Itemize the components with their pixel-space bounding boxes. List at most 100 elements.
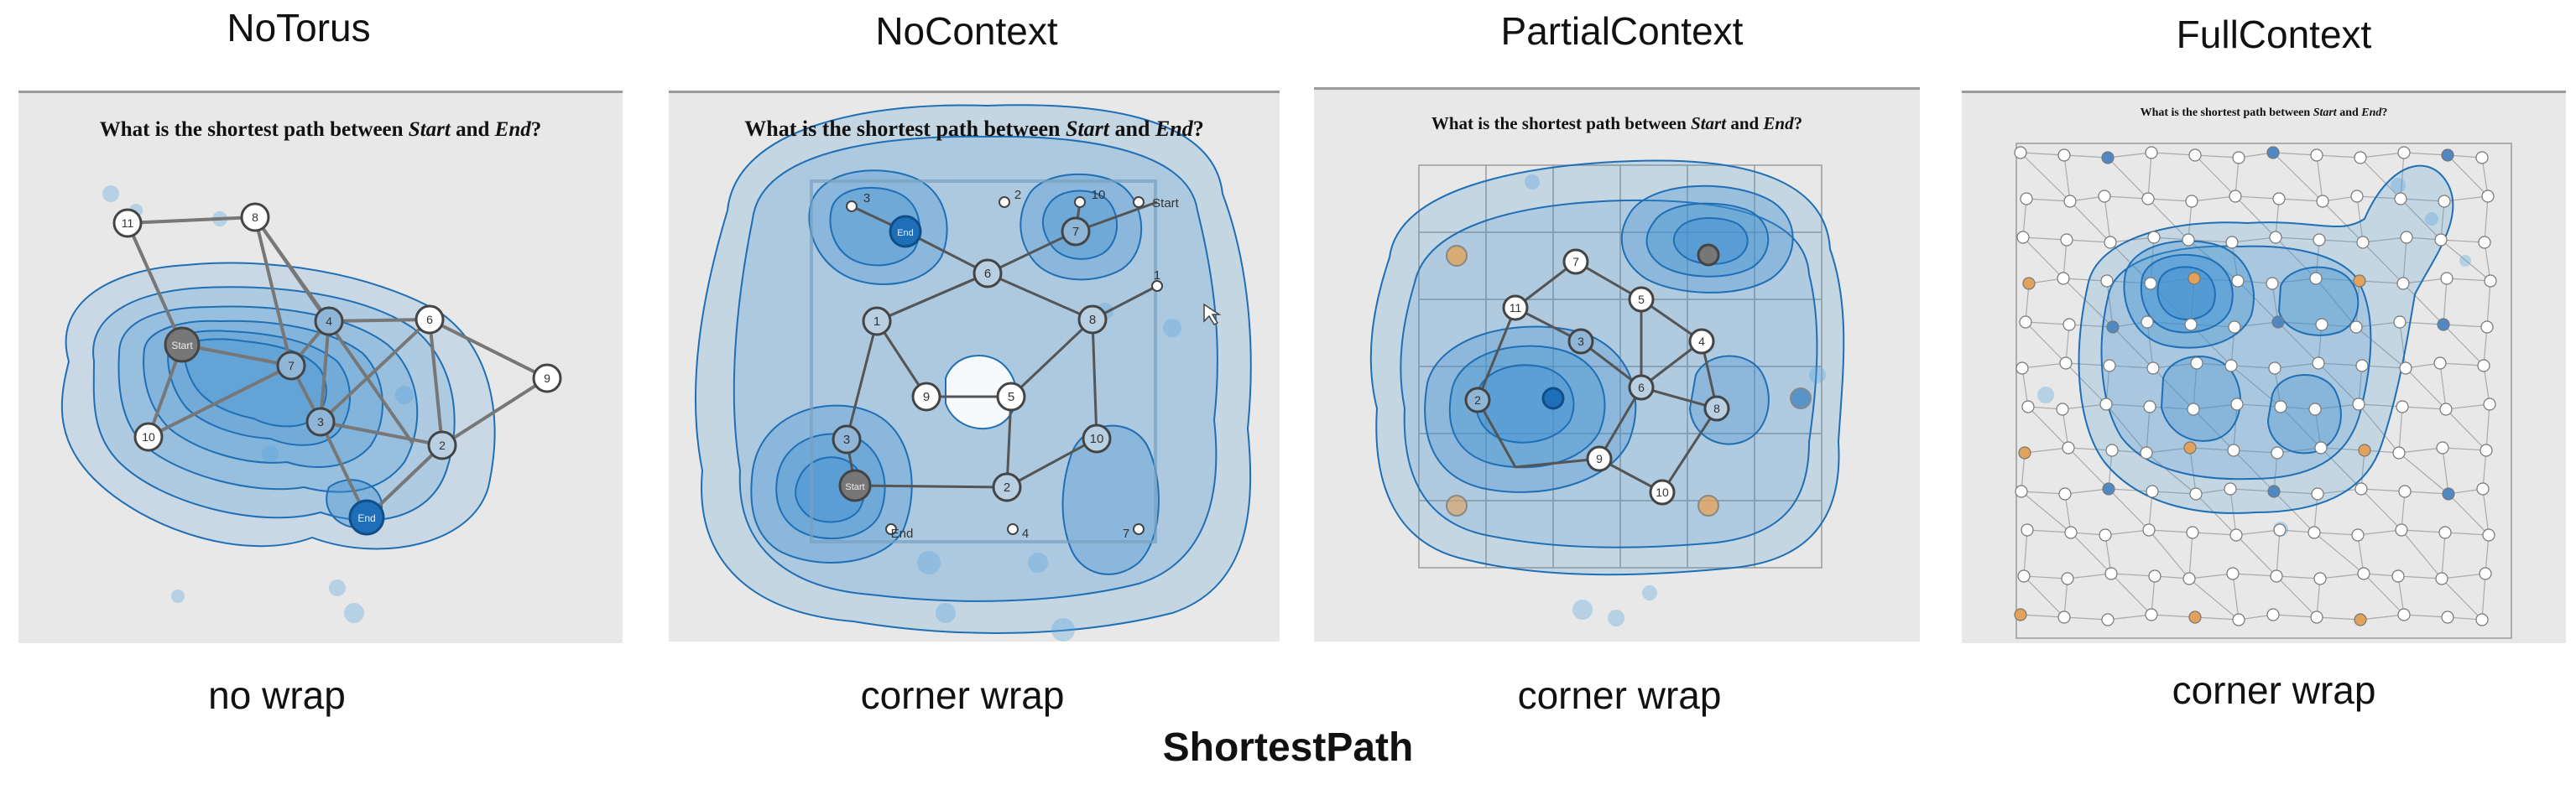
- graph-node: [2476, 482, 2490, 496]
- graph-nodes: 3 2 10 Start 7 6 1 8 9 5 10 3 2 4 7 End …: [832, 188, 1180, 541]
- graph-node: 6: [973, 258, 1003, 288]
- graph-node: [2182, 572, 2196, 585]
- graph-node: [2104, 236, 2117, 249]
- graph-node: [2224, 482, 2237, 496]
- question-text: What is the shortest path between Start …: [744, 117, 1204, 141]
- graph-node: [2438, 526, 2452, 539]
- svg-text:5: 5: [1008, 390, 1014, 404]
- heatmap-panel-fullcontext: What is the shortest path between Start …: [1962, 91, 2566, 643]
- graph-node: 6: [1628, 374, 1655, 401]
- graph-node: [2271, 446, 2284, 460]
- graph-node: [2354, 613, 2367, 626]
- graph-nodes: 11 7 3 6 5 4 8 9 2 10: [1446, 243, 1812, 517]
- graph-node: 10: [133, 422, 164, 452]
- graph-node: [2014, 146, 2027, 159]
- graph-node: [2148, 569, 2161, 583]
- graph-nodes: 11 8 4 7 6 9 10 3 2 Start End: [112, 202, 562, 536]
- graph-node: [2481, 190, 2495, 203]
- graph-node: 5: [996, 382, 1026, 412]
- graph-node: [2441, 611, 2454, 624]
- svg-text:4: 4: [1698, 335, 1705, 348]
- svg-text:9: 9: [544, 372, 550, 385]
- svg-text:4: 4: [1022, 527, 1029, 541]
- graph-node: 6: [415, 304, 445, 335]
- graph-node: [2272, 192, 2286, 205]
- graph-node: 10: [1649, 479, 1676, 506]
- start-node: Start: [838, 469, 872, 502]
- graph-node: [2022, 277, 2036, 290]
- graph-node: [2271, 315, 2285, 329]
- svg-text:7: 7: [288, 359, 295, 372]
- graph-node: [2356, 236, 2370, 249]
- graph-heatmap-nocontext: 3 2 10 Start 7 6 1 8 9 5 10 3 2 4 7 End …: [694, 104, 1252, 642]
- graph-node: [2442, 487, 2455, 501]
- graph-node: [2141, 315, 2154, 329]
- graph-node: [2145, 608, 2158, 621]
- graph-node: [2146, 361, 2160, 375]
- graph-node: 10: [1082, 423, 1112, 454]
- graph-node: [2020, 192, 2033, 205]
- graph-node: [2099, 398, 2113, 411]
- svg-text:1: 1: [873, 314, 880, 329]
- graph-node: [2398, 485, 2412, 498]
- graph-node: [2229, 528, 2243, 542]
- svg-text:3: 3: [863, 191, 870, 205]
- graph-node: [2059, 356, 2073, 370]
- graph-node: [2312, 356, 2325, 370]
- graph-node: 11: [1502, 294, 1529, 321]
- graph-node: [2189, 487, 2203, 501]
- graph-node: [2397, 146, 2411, 159]
- graph-node: [2145, 146, 2158, 159]
- graph-node: [2101, 151, 2115, 164]
- graph-node: [2227, 444, 2240, 457]
- context-node: [1446, 495, 1468, 517]
- graph-node: 1: [862, 306, 892, 336]
- graph-node: [2057, 611, 2071, 624]
- graph-heatmap-fullcontext: [2014, 143, 2512, 639]
- graph-node: [2351, 528, 2365, 542]
- graph-node: [2315, 318, 2328, 331]
- graph-node: [2354, 151, 2367, 164]
- end-node: [1541, 387, 1565, 410]
- figure-caption: ShortestPath: [1162, 725, 1414, 770]
- graph-node: [2400, 231, 2413, 244]
- graph-node: 3: [846, 191, 870, 212]
- graph-node: [2186, 526, 2199, 539]
- graph-node: [2478, 236, 2491, 249]
- graph-node: [2310, 148, 2323, 162]
- graph-node: 7: [1061, 216, 1091, 247]
- graph-node: 9: [532, 363, 562, 393]
- svg-text:7: 7: [1123, 527, 1129, 541]
- svg-text:10: 10: [1656, 486, 1669, 499]
- graph-node: [2140, 446, 2153, 460]
- graph-node: 3: [305, 407, 336, 437]
- svg-text:8: 8: [252, 210, 258, 224]
- graph-node: 2: [999, 188, 1021, 208]
- graph-node: [2146, 485, 2159, 498]
- graph-node: 8: [240, 202, 270, 232]
- graph-node: [2480, 444, 2493, 457]
- graph-node: [2355, 359, 2369, 372]
- graph-node: [2061, 572, 2074, 585]
- graph-node: [2063, 195, 2077, 208]
- graph-node: [2103, 359, 2116, 372]
- graph-node: [2308, 403, 2322, 416]
- graph-node: [2232, 613, 2245, 626]
- graph-node: [2019, 315, 2032, 329]
- graph-node: [2144, 277, 2157, 290]
- graph-node: [2232, 151, 2245, 164]
- start-node: Start: [164, 326, 201, 363]
- graph-node: [2353, 274, 2366, 288]
- svg-text:3: 3: [317, 415, 324, 429]
- graph-node: 5: [1628, 286, 1655, 313]
- graph-node: [2268, 361, 2281, 375]
- heat-contours: [2078, 164, 2454, 514]
- heat-contours: [694, 104, 1252, 634]
- graph-node: [2358, 444, 2371, 457]
- graph-node: [2310, 611, 2323, 624]
- graph-nodes: [2014, 146, 2497, 626]
- graph-node: [2391, 569, 2405, 583]
- graph-node: [2184, 318, 2198, 331]
- graph-node: [2226, 567, 2240, 580]
- graph-node: [2396, 400, 2409, 413]
